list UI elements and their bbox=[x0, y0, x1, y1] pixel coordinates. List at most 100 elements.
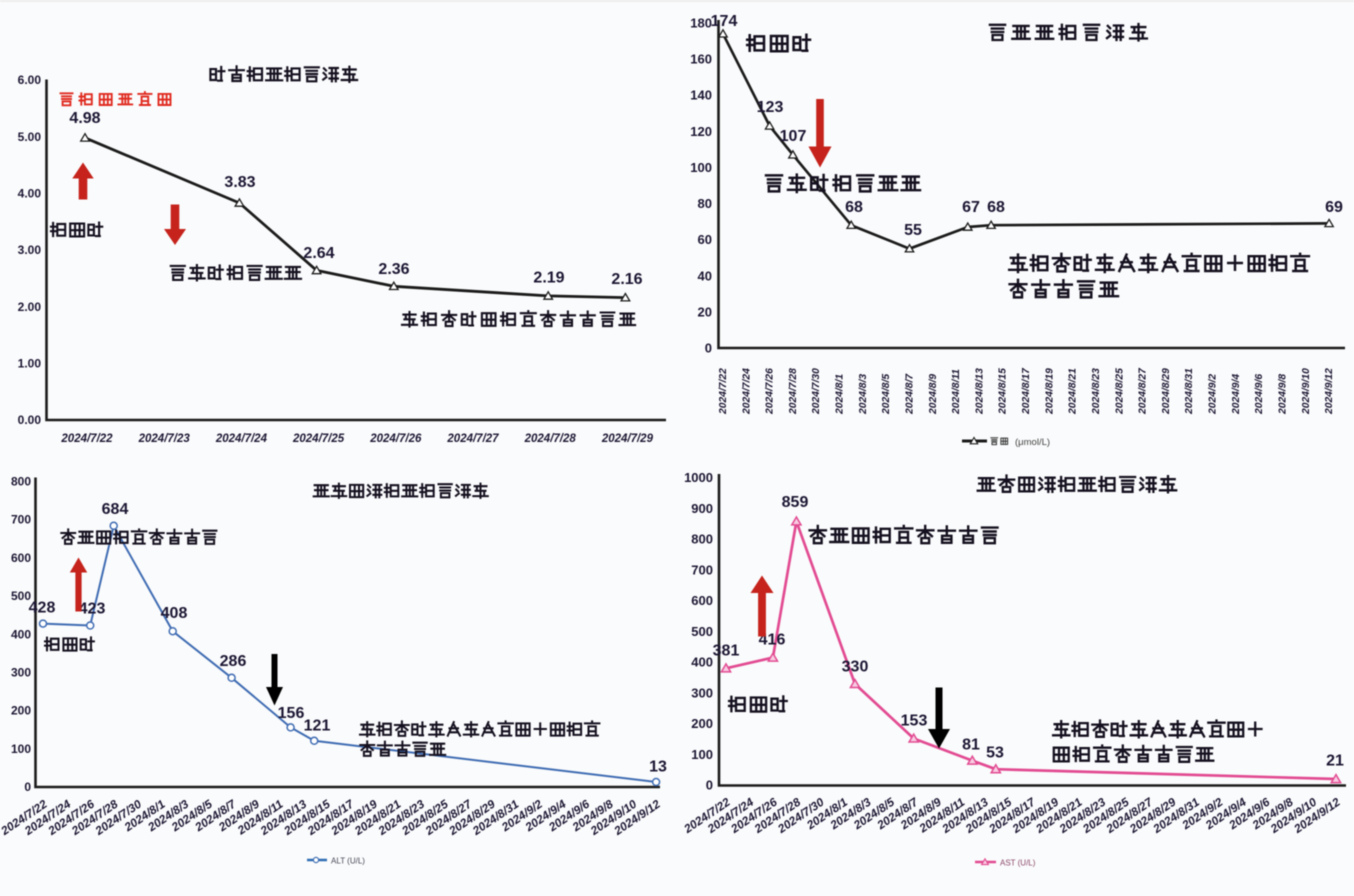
svg-text:2024/7/30: 2024/7/30 bbox=[811, 368, 822, 415]
svg-text:2024/7/28: 2024/7/28 bbox=[524, 433, 577, 445]
svg-text:200: 200 bbox=[691, 716, 713, 731]
svg-text:2024/8/27: 2024/8/27 bbox=[1138, 367, 1149, 415]
svg-text:1000: 1000 bbox=[684, 470, 713, 485]
svg-text:859: 859 bbox=[782, 494, 809, 511]
svg-text:900: 900 bbox=[691, 501, 713, 516]
svg-text:100: 100 bbox=[11, 742, 31, 756]
svg-text:55: 55 bbox=[904, 222, 922, 239]
svg-text:120: 120 bbox=[690, 124, 712, 139]
svg-text:400: 400 bbox=[691, 655, 713, 670]
svg-text:67: 67 bbox=[962, 199, 980, 216]
svg-text:40: 40 bbox=[698, 268, 712, 283]
svg-text:2024/7/26: 2024/7/26 bbox=[765, 368, 776, 415]
svg-text:408: 408 bbox=[161, 605, 188, 622]
svg-text:4.98: 4.98 bbox=[69, 110, 100, 127]
svg-text:700: 700 bbox=[11, 513, 31, 527]
svg-text:2024/7/25: 2024/7/25 bbox=[292, 433, 345, 445]
svg-text:2.00: 2.00 bbox=[18, 300, 42, 314]
svg-text:2024/7/26: 2024/7/26 bbox=[369, 433, 422, 445]
svg-text:0: 0 bbox=[706, 778, 713, 793]
svg-text:500: 500 bbox=[11, 589, 31, 603]
svg-text:174: 174 bbox=[711, 13, 738, 30]
svg-text:(μmol/L): (μmol/L) bbox=[1015, 437, 1050, 448]
svg-text:20: 20 bbox=[698, 304, 712, 319]
svg-text:AST (U/L): AST (U/L) bbox=[1000, 859, 1036, 868]
svg-text:2024/7/24: 2024/7/24 bbox=[741, 368, 752, 415]
svg-text:0: 0 bbox=[24, 780, 31, 794]
svg-text:2024/7/22: 2024/7/22 bbox=[718, 368, 729, 415]
svg-text:2024/9/10: 2024/9/10 bbox=[1301, 368, 1312, 415]
svg-text:800: 800 bbox=[691, 532, 713, 547]
svg-text:100: 100 bbox=[690, 160, 712, 175]
svg-text:2024/9/8: 2024/9/8 bbox=[1277, 374, 1288, 415]
svg-text:2024/9/2: 2024/9/2 bbox=[1208, 374, 1219, 415]
svg-text:2024/8/23: 2024/8/23 bbox=[1091, 368, 1102, 415]
svg-text:2024/8/29: 2024/8/29 bbox=[1161, 368, 1172, 415]
svg-text:2024/9/4: 2024/9/4 bbox=[1231, 374, 1242, 415]
svg-text:2.64: 2.64 bbox=[303, 245, 334, 262]
svg-text:600: 600 bbox=[691, 593, 713, 608]
svg-text:80: 80 bbox=[698, 196, 712, 211]
svg-text:3.00: 3.00 bbox=[18, 243, 42, 257]
svg-text:423: 423 bbox=[79, 601, 106, 618]
svg-text:800: 800 bbox=[11, 475, 31, 489]
svg-text:81: 81 bbox=[962, 737, 980, 754]
svg-text:2024/8/15: 2024/8/15 bbox=[998, 368, 1009, 415]
svg-text:330: 330 bbox=[842, 659, 869, 676]
svg-text:13: 13 bbox=[649, 759, 667, 776]
svg-text:428: 428 bbox=[29, 600, 56, 617]
svg-text:68: 68 bbox=[987, 199, 1005, 216]
svg-text:2024/7/28: 2024/7/28 bbox=[788, 368, 799, 415]
svg-text:ALT (U/L): ALT (U/L) bbox=[331, 857, 365, 866]
svg-text:2024/7/22: 2024/7/22 bbox=[60, 433, 113, 445]
svg-text:500: 500 bbox=[691, 624, 713, 639]
svg-text:123: 123 bbox=[757, 99, 784, 116]
svg-text:180: 180 bbox=[690, 16, 712, 31]
svg-text:2024/7/27: 2024/7/27 bbox=[446, 433, 499, 445]
svg-text:2024/7/23: 2024/7/23 bbox=[138, 433, 191, 445]
svg-text:100: 100 bbox=[691, 747, 713, 762]
svg-text:160: 160 bbox=[690, 52, 712, 67]
svg-text:2024/9/6: 2024/9/6 bbox=[1254, 374, 1265, 415]
svg-text:400: 400 bbox=[11, 627, 31, 641]
svg-text:200: 200 bbox=[11, 704, 31, 718]
svg-text:21: 21 bbox=[1326, 753, 1344, 770]
svg-text:2024/9/12: 2024/9/12 bbox=[1324, 368, 1335, 415]
svg-text:2024/8/7: 2024/8/7 bbox=[905, 373, 916, 415]
svg-text:2024/8/21: 2024/8/21 bbox=[1068, 368, 1079, 415]
svg-text:2024/8/5: 2024/8/5 bbox=[881, 374, 892, 415]
svg-text:2024/8/1: 2024/8/1 bbox=[835, 374, 846, 415]
svg-text:68: 68 bbox=[845, 199, 863, 216]
svg-text:2024/8/13: 2024/8/13 bbox=[974, 368, 985, 415]
svg-text:684: 684 bbox=[102, 501, 129, 518]
svg-text:2024/7/29: 2024/7/29 bbox=[601, 433, 654, 445]
svg-text:381: 381 bbox=[713, 643, 740, 660]
svg-text:300: 300 bbox=[691, 685, 713, 700]
svg-text:107: 107 bbox=[780, 128, 807, 145]
svg-text:2024/8/19: 2024/8/19 bbox=[1044, 368, 1055, 415]
svg-text:156: 156 bbox=[278, 705, 305, 722]
svg-text:4.00: 4.00 bbox=[18, 187, 42, 201]
svg-text:600: 600 bbox=[11, 551, 31, 565]
svg-text:2024/8/17: 2024/8/17 bbox=[1021, 367, 1032, 415]
svg-text:121: 121 bbox=[304, 718, 331, 735]
svg-text:286: 286 bbox=[220, 653, 247, 670]
svg-text:0: 0 bbox=[705, 341, 712, 356]
svg-text:60: 60 bbox=[698, 232, 712, 247]
svg-text:2024/8/31: 2024/8/31 bbox=[1184, 368, 1195, 415]
svg-text:153: 153 bbox=[901, 713, 928, 730]
svg-text:1.00: 1.00 bbox=[18, 357, 42, 371]
svg-text:700: 700 bbox=[691, 562, 713, 577]
svg-text:2024/8/25: 2024/8/25 bbox=[1114, 368, 1125, 415]
svg-text:2024/7/24: 2024/7/24 bbox=[215, 433, 268, 445]
svg-text:2024/8/3: 2024/8/3 bbox=[858, 374, 869, 415]
svg-text:2024/8/11: 2024/8/11 bbox=[951, 369, 962, 415]
svg-text:6.00: 6.00 bbox=[18, 73, 42, 87]
svg-text:2.19: 2.19 bbox=[533, 270, 564, 287]
svg-text:140: 140 bbox=[690, 88, 712, 103]
svg-text:2024/8/9: 2024/8/9 bbox=[928, 374, 939, 415]
svg-text:53: 53 bbox=[986, 745, 1004, 762]
svg-text:69: 69 bbox=[1325, 199, 1343, 216]
svg-text:2.16: 2.16 bbox=[611, 271, 642, 288]
svg-text:5.00: 5.00 bbox=[18, 130, 42, 144]
